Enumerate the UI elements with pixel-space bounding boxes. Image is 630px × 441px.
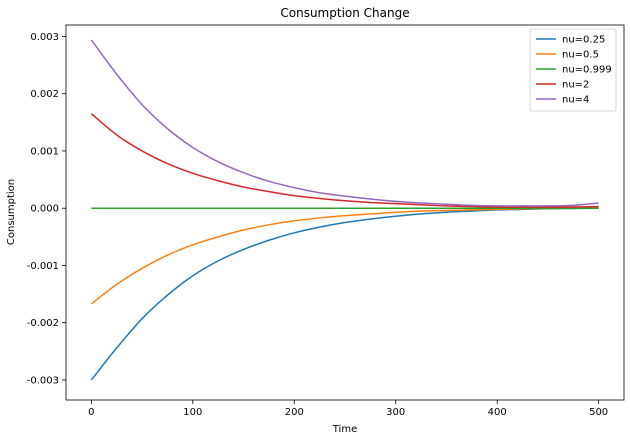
legend-entry-label: nu=4 bbox=[562, 95, 589, 106]
y-tick-label: 0.003 bbox=[30, 32, 59, 43]
x-tick-label: 100 bbox=[183, 407, 202, 418]
x-axis-label: Time bbox=[332, 424, 357, 435]
y-tick-label: 0.000 bbox=[30, 204, 59, 215]
y-tick-label: -0.003 bbox=[27, 375, 59, 386]
legend-entry-label: nu=0.999 bbox=[562, 65, 612, 76]
y-tick-label: 0.002 bbox=[30, 89, 59, 100]
x-tick-label: 500 bbox=[589, 407, 608, 418]
legend: nu=0.25 nu=0.5 nu=0.999 nu=2 nu=4 bbox=[529, 28, 617, 112]
x-tick-label: 300 bbox=[386, 407, 405, 418]
x-tick-label: 200 bbox=[285, 407, 304, 418]
series-line-3 bbox=[90, 113, 599, 208]
y-tick-label: -0.001 bbox=[27, 261, 59, 272]
legend-entry-label: nu=0.25 bbox=[562, 35, 605, 46]
y-tick-label: -0.002 bbox=[27, 318, 59, 329]
x-tick-label: 0 bbox=[88, 407, 94, 418]
x-tick-label: 400 bbox=[488, 407, 507, 418]
legend-entry-label: nu=0.5 bbox=[562, 50, 599, 61]
series-layer bbox=[90, 39, 599, 381]
x-axis: 0 100 200 300 400 500 bbox=[88, 400, 608, 418]
y-axis: -0.003 -0.002 -0.001 0.000 0.001 0.002 0.003 bbox=[27, 32, 66, 386]
plot-area bbox=[65, 24, 625, 401]
y-tick-label: 0.001 bbox=[30, 146, 59, 157]
legend-box bbox=[529, 28, 617, 112]
series-line-4 bbox=[90, 39, 599, 207]
y-axis-label: Consumption bbox=[6, 179, 17, 245]
chart-title: Consumption Change bbox=[280, 6, 409, 20]
legend-entry-label: nu=2 bbox=[562, 80, 589, 91]
